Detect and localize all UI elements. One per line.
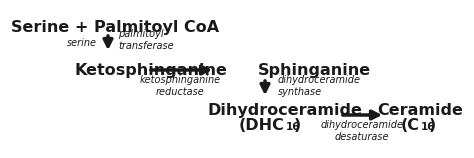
Text: (C: (C: [401, 118, 420, 133]
Text: Sphinganine: Sphinganine: [258, 63, 371, 78]
Text: ): ): [429, 118, 436, 133]
Text: serine: serine: [67, 38, 97, 48]
Text: 16: 16: [421, 122, 436, 132]
Text: Dihydroceramide: Dihydroceramide: [208, 103, 363, 118]
Text: palmitoyl-
transferase: palmitoyl- transferase: [118, 29, 173, 51]
Text: Serine + Palmitoyl CoA: Serine + Palmitoyl CoA: [11, 20, 219, 35]
Text: dihydroceramide
desaturase: dihydroceramide desaturase: [320, 120, 403, 142]
Text: dihydroceramide
synthase: dihydroceramide synthase: [278, 75, 361, 97]
Text: ): ): [294, 118, 301, 133]
Text: (DHC: (DHC: [239, 118, 285, 133]
Text: ketosphinganine
reductase: ketosphinganine reductase: [139, 75, 220, 97]
Text: 16: 16: [286, 122, 301, 132]
Text: Ceramide: Ceramide: [377, 103, 463, 118]
Text: Ketosphinganine: Ketosphinganine: [75, 63, 228, 78]
